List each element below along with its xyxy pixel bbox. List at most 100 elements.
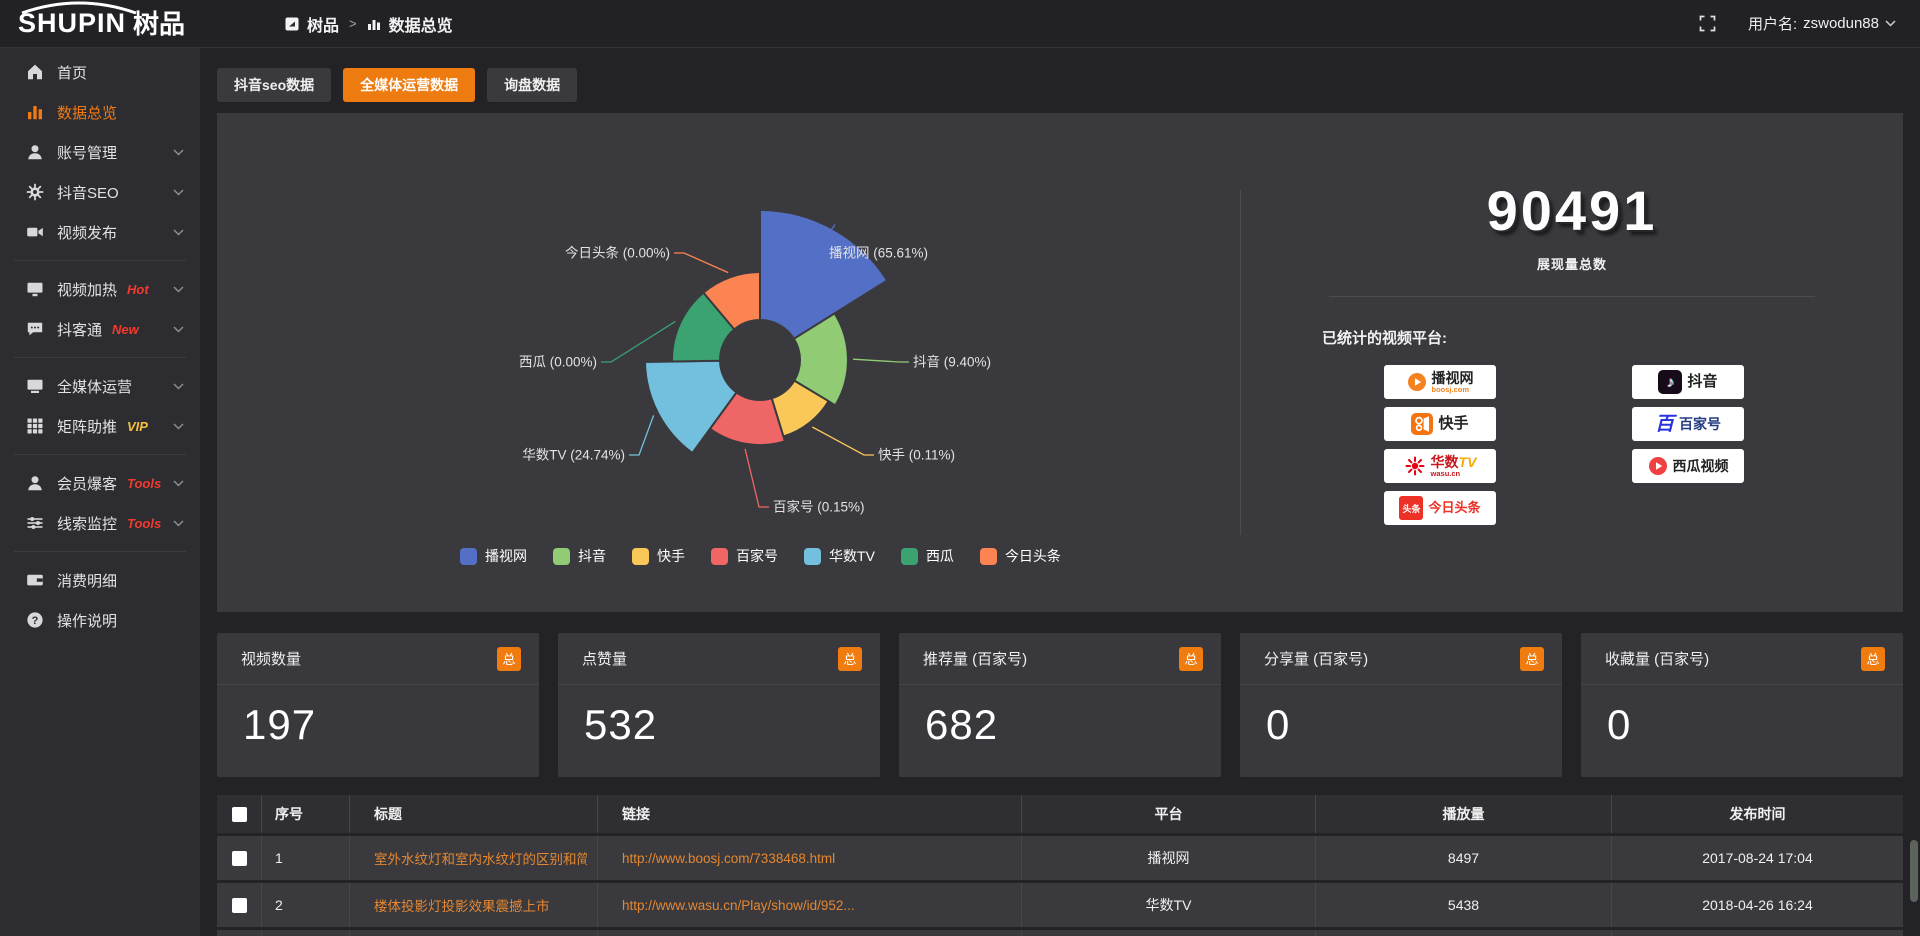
- header-checkbox-cell: [217, 795, 262, 833]
- tab-inquiry-data[interactable]: 询盘数据: [487, 68, 578, 102]
- sidebar-badge-new: New: [112, 321, 139, 337]
- data-tabs: 抖音seo数据 全媒体运营数据 询盘数据: [217, 68, 1903, 102]
- user-icon: [26, 143, 44, 161]
- chart-icon: [26, 103, 44, 121]
- sidebar-item-home[interactable]: 首页: [0, 52, 200, 92]
- platform-badge-xigua: 西瓜视频: [1632, 449, 1744, 483]
- sidebar-item-label: 消费明细: [57, 572, 118, 590]
- video-url-link[interactable]: http://www.boosj.com/7338468.html: [622, 850, 836, 866]
- svg-text:?: ?: [32, 615, 39, 627]
- logo-text-cn: 树品: [133, 9, 186, 39]
- sidebar-item-label: 视频加热: [57, 281, 118, 299]
- legend-label: 抖音: [578, 548, 607, 564]
- gear-icon: [26, 183, 44, 201]
- app-logo[interactable]: SHUPIN 树品: [0, 1, 200, 39]
- chevron-down-icon: [173, 422, 184, 430]
- breadcrumb: 树品 > 数据总览: [285, 12, 453, 36]
- stat-card-header: 分享量 (百家号) 总: [1240, 633, 1562, 685]
- logo-arc: [21, 1, 137, 15]
- scrollbar-thumb[interactable]: [1910, 840, 1918, 902]
- legend-item-百家号[interactable]: 百家号: [711, 546, 778, 566]
- sidebar-item-label: 线索监控: [57, 515, 118, 533]
- stat-card-title: 分享量 (百家号): [1264, 651, 1369, 668]
- stat-card-title: 视频数量: [241, 651, 302, 668]
- sidebar-item-member-burst[interactable]: 会员爆客 Tools: [0, 463, 200, 503]
- sidebar-item-clue-monitor[interactable]: 线索监控 Tools: [0, 503, 200, 543]
- legend-label: 播视网: [485, 548, 528, 564]
- sidebar-item-consumption[interactable]: 消费明细: [0, 560, 200, 600]
- chart-legend: 播视网 抖音 快手 百家号 华数TV 西瓜 今日头条: [249, 546, 1272, 566]
- sidebar-item-media-ops[interactable]: 全媒体运营: [0, 366, 200, 406]
- stat-card-value: 0: [1266, 701, 1291, 748]
- legend-item-今日头条[interactable]: 今日头条: [979, 546, 1061, 566]
- sidebar-badge-tools: Tools: [127, 515, 162, 531]
- pie-slice-今日头条[interactable]: [701, 270, 761, 331]
- row-link-cell: http://www.wasu.cn/Play/show/id/952...: [598, 883, 1022, 927]
- sidebar-item-douketong[interactable]: 抖客通 New: [0, 309, 200, 349]
- platform-badge-kuaishou: 快手: [1384, 407, 1496, 441]
- breadcrumb-item-root[interactable]: 树品: [307, 17, 340, 35]
- tab-douyin-seo-data[interactable]: 抖音seo数据: [217, 68, 332, 102]
- table-row: 2 楼体投影灯投影效果震撼上市 http://www.wasu.cn/Play/…: [217, 883, 1903, 930]
- sidebar-item-video-publish[interactable]: 视频发布: [0, 212, 200, 252]
- fullscreen-icon[interactable]: [1699, 15, 1716, 32]
- scrollbar[interactable]: [1910, 48, 1918, 936]
- legend-item-抖音[interactable]: 抖音: [553, 546, 606, 566]
- row-index: 1: [262, 836, 350, 880]
- user-menu[interactable]: 用户名: zswodun88: [1748, 13, 1896, 34]
- breadcrumb-separator: >: [349, 16, 357, 31]
- header-index: 序号: [262, 795, 350, 833]
- stat-card-2: 推荐量 (百家号) 总 682: [899, 633, 1221, 777]
- row-title-cell: 楼体投影灯投影效果震撼上市: [350, 883, 598, 927]
- legend-item-播视网[interactable]: 播视网: [460, 546, 527, 566]
- pie-slice-华数TV[interactable]: [643, 359, 738, 455]
- sidebar-item-matrix-boost[interactable]: 矩阵助推 VIP: [0, 406, 200, 446]
- sidebar: 首页数据总览账号管理抖音SEO 视频发布视频加热 Hot 抖客通 New 全媒体运营 矩阵助…: [0, 48, 200, 936]
- sliders-icon: [26, 514, 44, 532]
- topbar: SHUPIN 树品 树品 > 数据总览 用户名: zswodun88: [0, 0, 1920, 48]
- legend-swatch: [804, 547, 822, 565]
- row-checkbox[interactable]: [231, 897, 247, 913]
- sidebar-badge-hot: Hot: [127, 281, 149, 297]
- sidebar-item-video-heat[interactable]: 视频加热 Hot: [0, 269, 200, 309]
- bar-chart-mini-icon: [367, 17, 381, 31]
- sidebar-divider: [14, 454, 186, 455]
- pie-slice-抖音[interactable]: [792, 312, 849, 407]
- pie-label-百家号: 百家号 (0.15%): [773, 499, 865, 515]
- sidebar-item-instructions[interactable]: ? 操作说明: [0, 600, 200, 640]
- legend-item-西瓜[interactable]: 西瓜: [900, 546, 954, 566]
- video-url-link[interactable]: http://www.wasu.cn/Play/show/id/952...: [622, 897, 855, 913]
- sidebar-item-account[interactable]: 账号管理: [0, 132, 200, 172]
- video-icon: [26, 223, 44, 241]
- sidebar-item-data-overview[interactable]: 数据总览: [0, 92, 200, 132]
- video-title-link[interactable]: 楼体投影灯投影效果震撼上市: [374, 899, 550, 914]
- sidebar-item-douyin-seo[interactable]: 抖音SEO: [0, 172, 200, 212]
- sidebar-item-label: 首页: [57, 64, 88, 82]
- sidebar-item-label: 账号管理: [57, 144, 118, 162]
- row-platform: 播视网: [1022, 836, 1316, 880]
- total-badge: 总: [1179, 646, 1203, 671]
- rose-chart: 播视网 (65.61%) 抖音 (9.40%) 快手 (0.11%) 百家号 (0.1…: [519, 208, 991, 515]
- pie-label-西瓜: 西瓜 (0.00%): [519, 355, 597, 370]
- select-all-checkbox[interactable]: [231, 806, 247, 822]
- pie-slice-播视网[interactable]: [759, 208, 889, 341]
- stat-cards: 视频数量 总 197 点赞量 总 532 推荐量 (百家号) 总 682 分享量…: [217, 633, 1903, 777]
- impressions-total-label: 展现量总数: [1536, 257, 1607, 272]
- main-content: 抖音seo数据 全媒体运营数据 询盘数据 播视网 (65.61%) 抖音 (9.40%…: [200, 48, 1920, 936]
- legend-item-快手[interactable]: 快手: [632, 546, 685, 566]
- legend-label: 华数TV: [829, 548, 875, 564]
- rose-chart-area: 播视网 (65.61%) 抖音 (9.40%) 快手 (0.11%) 百家号 (0.1…: [217, 113, 1240, 612]
- header-title: 标题: [350, 795, 598, 833]
- chevron-down-icon: [173, 519, 184, 527]
- video-title-link[interactable]: 室外水纹灯和室内水纹灯的区别和简介: [374, 852, 587, 867]
- legend-label: 西瓜: [925, 548, 954, 564]
- platforms-section: 已统计的视频平台: 播视网 boosj.com 快手 华数TV wasu.cn 头条今…: [1322, 327, 1822, 525]
- row-checkbox[interactable]: [231, 850, 247, 866]
- header-link: 链接: [598, 795, 1022, 833]
- tab-media-ops-data[interactable]: 全媒体运营数据: [343, 68, 476, 102]
- row-published: 2017-08-24 17:04: [1702, 850, 1813, 866]
- legend-swatch: [632, 547, 650, 565]
- pie-label-line: [601, 320, 676, 363]
- legend-item-华数TV[interactable]: 华数TV: [804, 546, 875, 566]
- stat-card-1: 点赞量 总 532: [558, 633, 880, 777]
